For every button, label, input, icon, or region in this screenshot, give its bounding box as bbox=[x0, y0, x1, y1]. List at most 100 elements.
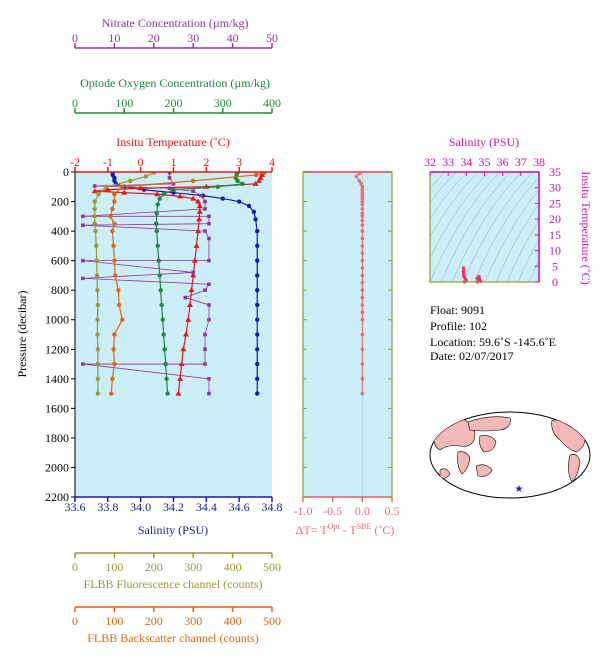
nitrate-point bbox=[81, 276, 85, 281]
backscatter-tick-label: 500 bbox=[263, 614, 281, 628]
oxygen-point bbox=[154, 228, 159, 234]
backscatter-point bbox=[120, 184, 125, 189]
temperature-point bbox=[104, 186, 111, 192]
oxygen-tick-label: 200 bbox=[165, 96, 183, 110]
nitrate-tick-label: 20 bbox=[148, 31, 160, 45]
temperature-point bbox=[255, 177, 262, 183]
nitrate-point bbox=[81, 214, 85, 219]
oxygen-point bbox=[235, 178, 240, 184]
pressure-tick-label: 0 bbox=[63, 165, 69, 179]
delta-point bbox=[360, 288, 365, 292]
salinity-tick-label: 34.0 bbox=[130, 500, 151, 514]
profile-number-label: Profile: 102 bbox=[430, 319, 487, 333]
ts-ytick-label: 0 bbox=[552, 275, 558, 289]
fluorescence-point bbox=[94, 258, 99, 263]
ts-salinity-axis-title: Salinity (PSU) bbox=[449, 135, 519, 149]
salinity-point bbox=[251, 209, 257, 215]
oxygen-point bbox=[158, 287, 163, 293]
temperature-point bbox=[180, 346, 187, 352]
salinity-point bbox=[255, 228, 260, 234]
salinity-point bbox=[236, 199, 242, 204]
ts-ytick-label: 20 bbox=[549, 212, 561, 226]
temperature-point bbox=[182, 331, 189, 337]
nitrate-point bbox=[171, 182, 176, 186]
pressure-tick-label: 1000 bbox=[45, 313, 69, 327]
nitrate-point bbox=[207, 258, 211, 263]
nitrate-point bbox=[167, 176, 172, 180]
density-contour bbox=[430, 172, 501, 282]
salinity-point bbox=[255, 332, 260, 337]
backscatter-point bbox=[112, 221, 117, 226]
oxygen-point bbox=[215, 184, 221, 189]
delta-point bbox=[357, 179, 362, 183]
temperature-point bbox=[154, 191, 161, 197]
oxygen-point bbox=[164, 376, 169, 382]
nitrate-tick-label: 50 bbox=[266, 31, 278, 45]
temperature-point bbox=[252, 180, 259, 186]
density-contour bbox=[462, 172, 534, 282]
salinity-point bbox=[255, 347, 260, 352]
salinity-point bbox=[255, 302, 260, 308]
fluorescence-axis-title: FLBB Fluorescence channel (counts) bbox=[84, 577, 263, 591]
backscatter-point bbox=[111, 347, 116, 352]
delta-point bbox=[360, 207, 365, 211]
nitrate-point bbox=[191, 189, 195, 194]
delta-point bbox=[360, 244, 365, 248]
backscatter-point bbox=[110, 376, 115, 382]
oxygen-point bbox=[240, 181, 245, 187]
fluorescence-tick-label: 400 bbox=[224, 560, 242, 574]
backscatter-axis-title: FLBB Backscatter channel (counts) bbox=[87, 631, 259, 645]
pressure-tick-label: 600 bbox=[51, 254, 69, 268]
density-contour bbox=[484, 189, 539, 282]
delta-point bbox=[360, 266, 365, 270]
world-map: ★ bbox=[429, 411, 591, 499]
temperature-point bbox=[185, 316, 192, 322]
backscatter-point bbox=[116, 287, 121, 293]
nitrate-point bbox=[81, 258, 85, 263]
ts-xtick-label: 35 bbox=[479, 155, 491, 169]
temperature-tick-label: 3 bbox=[236, 155, 242, 169]
ts-density-contours bbox=[430, 172, 539, 282]
nitrate-point bbox=[207, 303, 211, 307]
delta-point bbox=[360, 362, 365, 366]
oxygen-tick-label: 300 bbox=[214, 96, 232, 110]
fluorescence-point bbox=[95, 302, 101, 308]
backscatter-point bbox=[111, 243, 116, 249]
density-contour bbox=[506, 219, 539, 282]
nitrate-line bbox=[82, 172, 210, 394]
pressure-tick-label: 1200 bbox=[45, 342, 69, 356]
fluorescence-point bbox=[92, 221, 97, 226]
temperature-point bbox=[177, 193, 184, 199]
continent bbox=[479, 435, 497, 453]
density-contour bbox=[495, 203, 539, 282]
location-label: Location: 59.6˚S -145.6˚E bbox=[430, 335, 556, 349]
delta-point bbox=[360, 347, 365, 352]
ts-xtick-label: 37 bbox=[515, 155, 527, 169]
nitrate-point bbox=[203, 229, 207, 233]
backscatter-point bbox=[112, 273, 118, 278]
oxygen-tick-label: 400 bbox=[263, 96, 281, 110]
backscatter-point bbox=[191, 178, 196, 184]
oxygen-axis-title: Optode Oxygen Concentration (µm/kg) bbox=[80, 76, 270, 90]
backscatter-tick-label: 200 bbox=[145, 614, 163, 628]
profile-plot-area bbox=[75, 172, 272, 497]
salinity-tick-label: 34.8 bbox=[262, 500, 283, 514]
oxygen-tick-label: 100 bbox=[115, 96, 133, 110]
nitrate-point bbox=[203, 332, 207, 337]
backscatter-point bbox=[112, 258, 117, 263]
continent bbox=[467, 416, 511, 432]
delta-point bbox=[360, 332, 365, 337]
delta-tick-label: -1.0 bbox=[294, 504, 313, 518]
delta-point bbox=[360, 273, 365, 278]
nitrate-point bbox=[207, 317, 211, 322]
delta-point bbox=[360, 199, 365, 204]
date-label: Date: 02/07/2017 bbox=[430, 349, 514, 363]
temperature-point bbox=[121, 189, 128, 195]
delta-point bbox=[360, 211, 365, 216]
delta-point bbox=[360, 202, 365, 207]
nitrate-point bbox=[207, 221, 211, 226]
fluorescence-point bbox=[143, 174, 149, 179]
temperature-tick-label: 4 bbox=[269, 155, 275, 169]
